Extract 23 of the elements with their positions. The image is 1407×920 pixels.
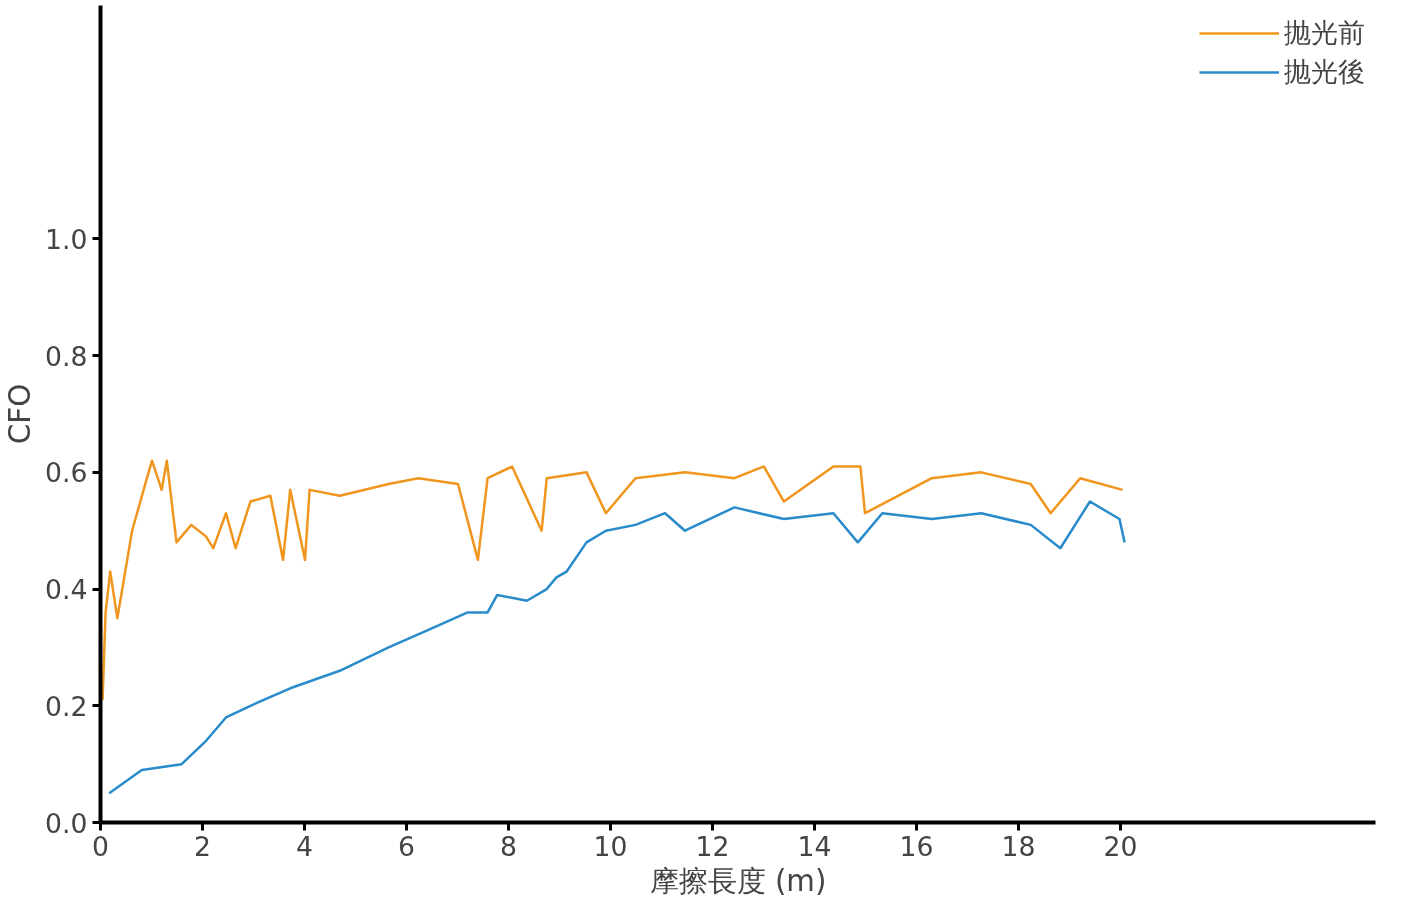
y-tick-label: 1.0 — [45, 223, 88, 255]
x-tick-label: 0 — [92, 830, 109, 862]
x-tick-label: 10 — [593, 830, 628, 862]
y-tick-label: 0.4 — [45, 574, 88, 606]
x-tick-label: 12 — [695, 830, 730, 862]
x-tick-label: 14 — [797, 830, 832, 862]
x-tick-label: 8 — [500, 830, 517, 862]
y-tick-label: 0.2 — [45, 690, 88, 722]
x-tick-label: 16 — [899, 830, 934, 862]
x-tick-label: 4 — [296, 830, 313, 862]
x-tick-label: 6 — [398, 830, 415, 862]
x-tick-label: 20 — [1103, 830, 1138, 862]
line-series — [101, 459, 1124, 702]
x-axis-title: 摩擦長度 (m) — [649, 863, 827, 898]
y-tick-label: 0.0 — [45, 807, 88, 839]
x-tick-label: 2 — [194, 830, 211, 862]
legend-label: 抛光後 — [1284, 55, 1365, 89]
legend-label: 抛光前 — [1284, 16, 1365, 50]
y-axis-title: CFO — [3, 383, 38, 445]
y-tick-label: 0.8 — [45, 340, 88, 372]
x-tick-label: 18 — [1001, 830, 1036, 862]
y-tick-label: 0.6 — [45, 457, 88, 489]
line-series — [107, 500, 1126, 795]
